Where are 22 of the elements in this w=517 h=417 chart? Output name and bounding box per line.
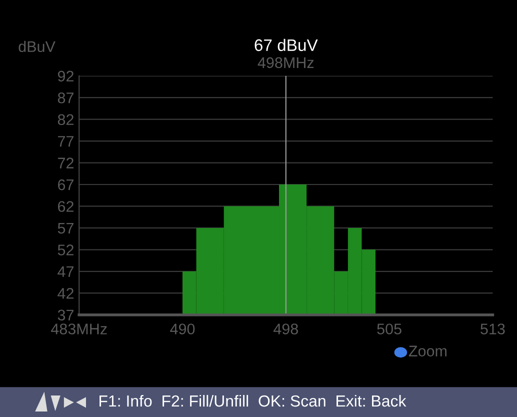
y-tick-label: 42: [58, 288, 74, 299]
y-tick-label: 47: [58, 266, 74, 277]
y-tick-label: 67: [58, 179, 74, 190]
y-tick-label: 82: [58, 114, 74, 126]
text: Zoom: [408, 346, 446, 356]
y-tick-label: 72: [58, 158, 74, 168]
x-tick-label: 513: [480, 324, 505, 334]
x-tick-label: 505: [377, 324, 402, 334]
y-tick-label: 77: [58, 136, 74, 147]
y-tick-label: 57: [58, 222, 74, 234]
chart-title: 67 dBuV: [254, 38, 318, 52]
x-tick-label: 498: [274, 324, 298, 334]
y-tick-label: 52: [58, 244, 74, 256]
x-tick-label: 483MHz: [51, 324, 107, 334]
y-axis-title: dBuV: [18, 40, 56, 52]
text: F1: Info F2: Fill/Unfill OK: Scan Exit: Back: [100, 394, 406, 407]
y-tick-label: 87: [58, 92, 74, 104]
y-tick-label: 62: [58, 201, 74, 212]
y-tick-label: 37: [58, 310, 74, 321]
y-tick-label: 92: [58, 70, 74, 82]
x-tick-label: 490: [170, 324, 195, 334]
ref-line-label: 498MHz: [258, 57, 314, 68]
